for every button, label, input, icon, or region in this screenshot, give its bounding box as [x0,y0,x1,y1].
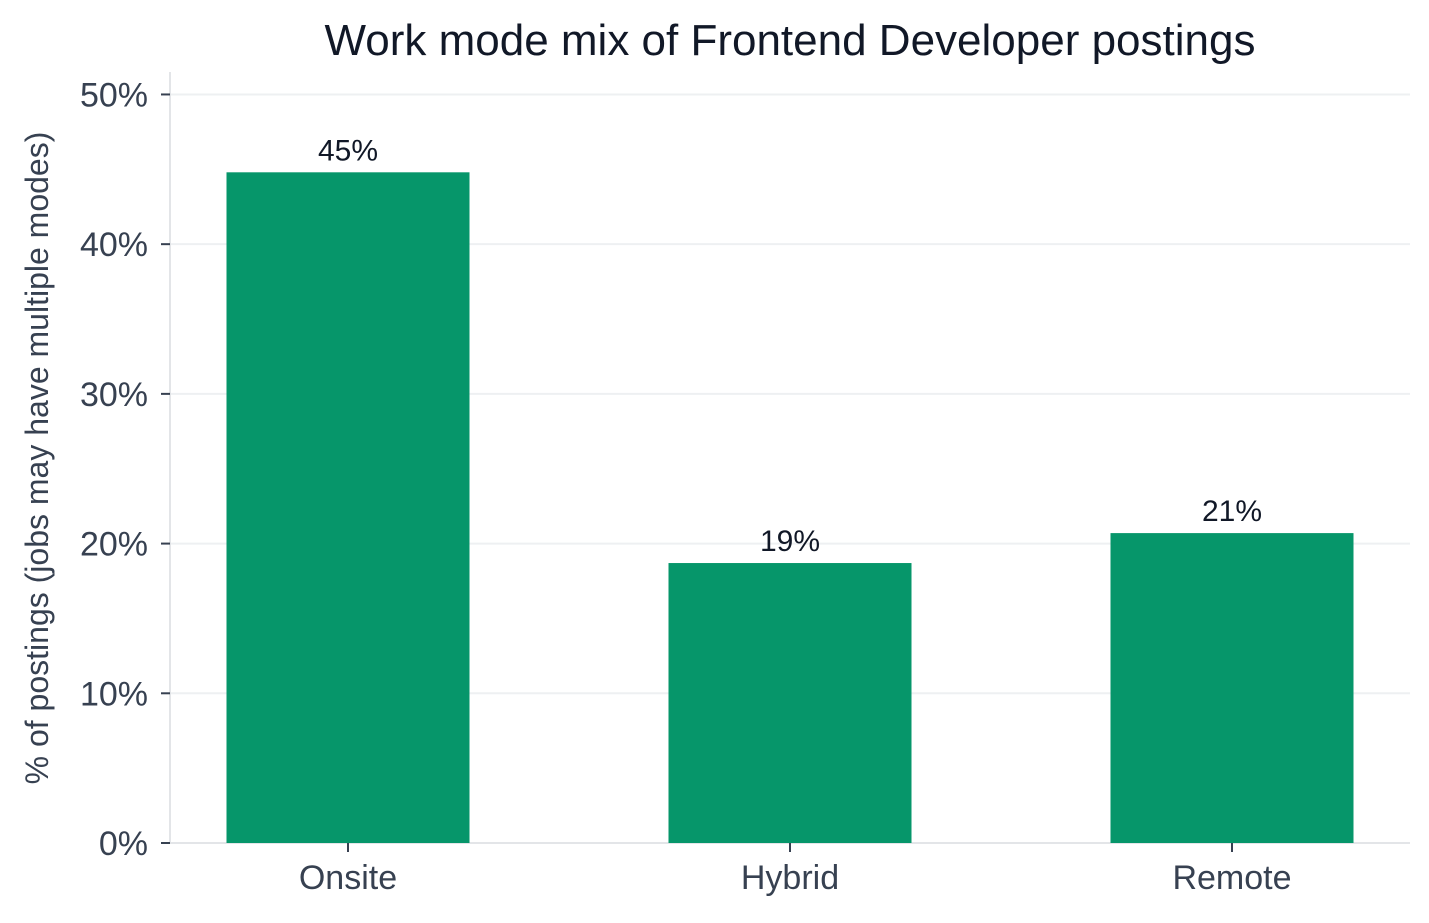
y-tick-label: 20% [80,526,148,564]
y-tick-label: 0% [99,825,148,863]
y-tick-label: 10% [80,675,148,713]
axes: 0% 10% 20% 30% 40% 50% Onsite Hybrid Remote [80,72,1410,897]
data-label: 19% [760,525,820,558]
chart-title: Work mode mix of Frontend Developer post… [325,16,1256,65]
data-label: 21% [1202,495,1262,528]
y-tick-label: 40% [80,226,148,264]
y-tick-label: 30% [80,376,148,414]
x-tick-label: Remote [1172,859,1291,897]
bar-onsite [226,172,470,843]
x-tick-label: Hybrid [741,859,839,897]
bar-remote [1110,533,1354,843]
bar-hybrid [668,563,912,843]
y-axis-label: % of postings (jobs may have multiple mo… [19,132,55,785]
x-tick-label: Onsite [299,859,397,897]
bars [226,172,1354,843]
y-tick-label: 50% [80,76,148,114]
data-label: 45% [318,134,378,167]
data-labels: 45% 19% 21% [318,134,1262,558]
